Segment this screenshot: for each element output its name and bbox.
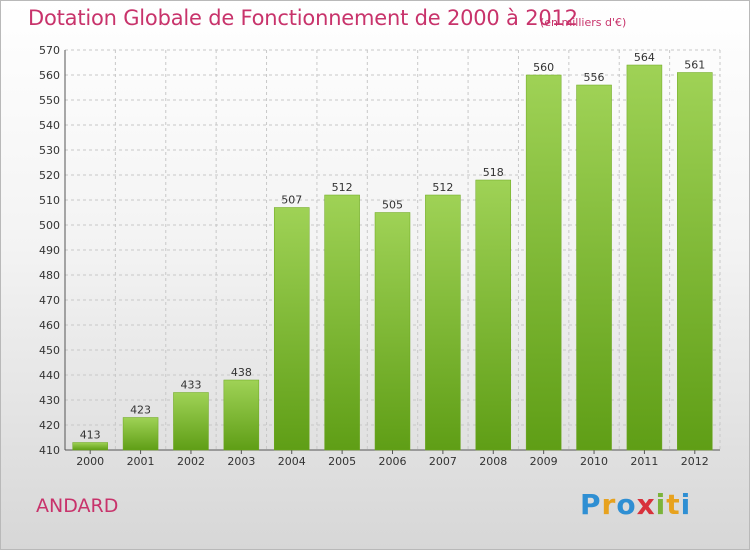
bar-2011 xyxy=(626,64,663,451)
x-tick-label: 2000 xyxy=(76,455,104,468)
data-label: 512 xyxy=(432,181,453,194)
bar-2010 xyxy=(576,84,612,451)
data-label: 423 xyxy=(130,404,151,417)
x-tick-label: 2004 xyxy=(278,455,306,468)
x-tick-label: 2011 xyxy=(630,455,658,468)
y-tick-label: 540 xyxy=(39,119,60,132)
logo-letter: i xyxy=(655,488,667,521)
bar-2007 xyxy=(425,194,461,451)
bar-2003 xyxy=(223,379,260,451)
bar-2009 xyxy=(525,74,562,451)
x-tick-label: 2012 xyxy=(681,455,709,468)
logo-letter: t xyxy=(666,488,681,521)
x-tick-label: 2006 xyxy=(379,455,407,468)
logo-letter: P xyxy=(580,488,602,521)
bar-2001 xyxy=(122,417,159,451)
y-tick-label: 530 xyxy=(39,144,60,157)
y-tick-label: 500 xyxy=(39,219,60,232)
data-label: 561 xyxy=(684,59,705,72)
y-tick-label: 440 xyxy=(39,369,60,382)
unit-note: (en milliers d'€) xyxy=(540,16,627,29)
commune-name: ANDARD xyxy=(36,495,119,517)
bar-2002 xyxy=(173,392,209,451)
data-label: 507 xyxy=(281,194,302,207)
x-tick-label: 2003 xyxy=(227,455,255,468)
bar-2012 xyxy=(677,72,713,451)
y-tick-label: 410 xyxy=(39,444,60,457)
logo-letter: r xyxy=(601,488,617,521)
data-label: 433 xyxy=(180,379,201,392)
x-tick-label: 2002 xyxy=(177,455,205,468)
y-tick-label: 550 xyxy=(39,94,60,107)
y-tick-label: 430 xyxy=(39,394,60,407)
data-label: 505 xyxy=(382,199,403,212)
logo-letter: i xyxy=(680,488,692,521)
x-tick-label: 2001 xyxy=(127,455,155,468)
bar-2008 xyxy=(475,179,512,451)
y-tick-label: 560 xyxy=(39,69,60,82)
y-tick-label: 490 xyxy=(39,244,60,257)
proxiti-logo[interactable]: Proxiti xyxy=(580,488,691,521)
data-label: 564 xyxy=(634,51,655,64)
bar-2004 xyxy=(273,207,310,451)
bar-2005 xyxy=(324,194,360,451)
data-label: 518 xyxy=(483,166,504,179)
y-tick-label: 570 xyxy=(39,44,60,57)
bar-2006 xyxy=(374,212,411,451)
data-label: 413 xyxy=(80,429,101,442)
x-tick-label: 2008 xyxy=(479,455,507,468)
x-tick-label: 2009 xyxy=(530,455,558,468)
x-tick-label: 2005 xyxy=(328,455,356,468)
data-label: 560 xyxy=(533,61,554,74)
y-tick-label: 480 xyxy=(39,269,60,282)
labels: 410 420 430 440 450 460 470 480 490 500 510 520 530 5… xyxy=(39,44,709,468)
data-label: 512 xyxy=(332,181,353,194)
bars xyxy=(72,64,713,451)
bar-2000 xyxy=(72,442,108,451)
y-tick-label: 470 xyxy=(39,294,60,307)
y-tick-label: 520 xyxy=(39,169,60,182)
data-label: 556 xyxy=(584,71,605,84)
logo-letter: o xyxy=(616,488,637,521)
data-label: 438 xyxy=(231,366,252,379)
logo-letter: x xyxy=(636,488,656,521)
y-tick-label: 420 xyxy=(39,419,60,432)
y-tick-label: 510 xyxy=(39,194,60,207)
grid-lines xyxy=(64,49,721,451)
chart-title: Dotation Globale de Fonctionnement de 20… xyxy=(28,6,578,30)
x-tick-label: 2007 xyxy=(429,455,457,468)
y-tick-label: 460 xyxy=(39,319,60,332)
x-tick-label: 2010 xyxy=(580,455,608,468)
y-tick-label: 450 xyxy=(39,344,60,357)
